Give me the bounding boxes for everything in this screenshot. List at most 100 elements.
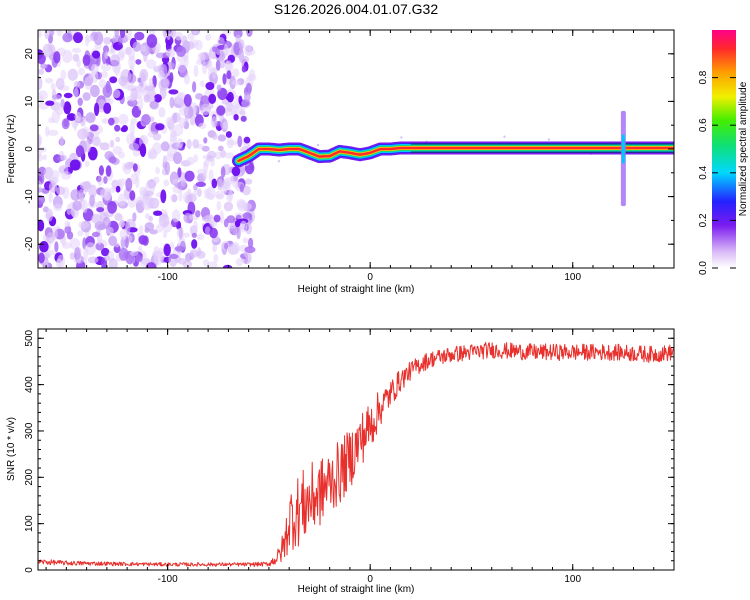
noise-blob xyxy=(84,160,90,167)
noise-blob xyxy=(204,226,211,236)
noise-blob xyxy=(234,220,241,228)
noise-blob xyxy=(126,221,131,236)
noise-blob xyxy=(241,202,252,211)
noise-blob xyxy=(193,64,199,78)
noise-blob xyxy=(165,48,176,58)
noise-blob xyxy=(66,231,74,240)
colorbar-ticks: 0.0 0.2 0.4 0.6 0.8 xyxy=(698,70,736,275)
noise-blob xyxy=(62,49,73,64)
noise-blob xyxy=(102,84,113,98)
noise-blob xyxy=(240,115,247,122)
noise-blob xyxy=(140,45,146,52)
noise-blob xyxy=(103,102,112,114)
noise-blob xyxy=(226,70,232,80)
noise-blob xyxy=(38,195,46,205)
noise-blob xyxy=(105,96,111,103)
noise-blob xyxy=(248,237,254,249)
noise-blob xyxy=(243,136,251,144)
page-title: S126.2026.004.01.07.G32 xyxy=(273,1,439,17)
noise-blob xyxy=(75,145,85,158)
noise-blob xyxy=(220,166,226,178)
noise-blob xyxy=(164,161,170,175)
y-tick-label: 0 xyxy=(24,567,35,573)
noise-blob xyxy=(248,69,256,80)
noise-blob xyxy=(143,94,150,103)
noise-blob xyxy=(138,245,143,253)
noise-blob xyxy=(223,177,233,187)
noise-blob xyxy=(137,96,144,111)
spectrogram-noise-field xyxy=(38,30,628,268)
noise-blob xyxy=(44,77,54,84)
noise-blob xyxy=(38,154,44,162)
noise-blob xyxy=(50,82,56,91)
noise-blob xyxy=(197,247,202,257)
noise-blob xyxy=(118,247,129,261)
colorbar-tick-label: 0.8 xyxy=(698,70,709,84)
noise-blob xyxy=(53,51,61,64)
noise-blob xyxy=(158,213,170,228)
colorbar-tick-label: 0.4 xyxy=(698,165,709,179)
noise-blob xyxy=(171,209,181,223)
noise-blob xyxy=(82,199,88,213)
noise-blob xyxy=(71,47,82,54)
noise-blob xyxy=(207,150,217,159)
noise-blob xyxy=(147,131,158,138)
noise-blob xyxy=(153,94,162,103)
noise-blob xyxy=(118,113,129,125)
noise-blob xyxy=(192,139,200,149)
noise-blob xyxy=(215,59,221,71)
noise-blob xyxy=(169,72,174,84)
noise-blob xyxy=(102,216,111,229)
noise-blob xyxy=(176,227,184,239)
noise-blob xyxy=(106,226,114,235)
colorbar-gradient xyxy=(712,30,736,268)
noise-blob xyxy=(118,48,126,59)
noise-blob xyxy=(73,32,83,44)
noise-blob xyxy=(62,32,73,43)
noise-blob xyxy=(201,145,210,152)
noise-blob xyxy=(195,181,206,187)
noise-blob xyxy=(204,193,215,200)
snr-xlabel: Height of straight line (km) xyxy=(298,584,415,595)
noise-blob xyxy=(48,181,58,193)
noise-blob xyxy=(112,89,121,99)
noise-blob xyxy=(89,124,99,132)
noise-blob xyxy=(107,201,117,214)
noise-blob xyxy=(163,179,170,187)
noise-blob xyxy=(45,100,55,106)
noise-blob xyxy=(246,30,253,37)
noise-blob xyxy=(193,154,198,163)
noise-blob xyxy=(197,52,206,62)
noise-blob xyxy=(230,242,241,255)
noise-blob xyxy=(103,176,108,184)
noise-blob xyxy=(61,242,72,249)
noise-blob xyxy=(141,114,151,126)
noise-blob xyxy=(235,258,243,267)
noise-blob xyxy=(214,151,222,160)
noise-blob xyxy=(196,168,207,175)
noise-blob xyxy=(200,80,205,88)
noise-blob xyxy=(66,203,72,216)
noise-blob xyxy=(97,174,104,186)
noise-blob xyxy=(192,189,203,196)
noise-blob xyxy=(90,70,99,83)
noise-blob xyxy=(242,212,253,219)
noise-blob xyxy=(191,232,197,238)
noise-blob xyxy=(108,235,117,246)
noise-blob xyxy=(100,71,109,78)
noise-blob xyxy=(77,230,84,237)
noise-blob xyxy=(183,55,189,68)
y-tick-label: 400 xyxy=(24,376,35,393)
noise-blob xyxy=(117,178,128,186)
colorbar-label: Normalized spectral amplitude xyxy=(738,81,749,216)
noise-blob xyxy=(213,214,221,223)
noise-blob xyxy=(183,94,192,107)
noise-blob xyxy=(226,215,236,224)
noise-blob xyxy=(155,224,164,233)
noise-blob xyxy=(178,117,186,129)
noise-blob xyxy=(237,135,243,148)
noise-blob xyxy=(211,132,218,140)
x-tick-label: -100 xyxy=(158,574,178,585)
y-tick-label: -10 xyxy=(24,189,35,204)
noise-blob xyxy=(215,190,225,199)
